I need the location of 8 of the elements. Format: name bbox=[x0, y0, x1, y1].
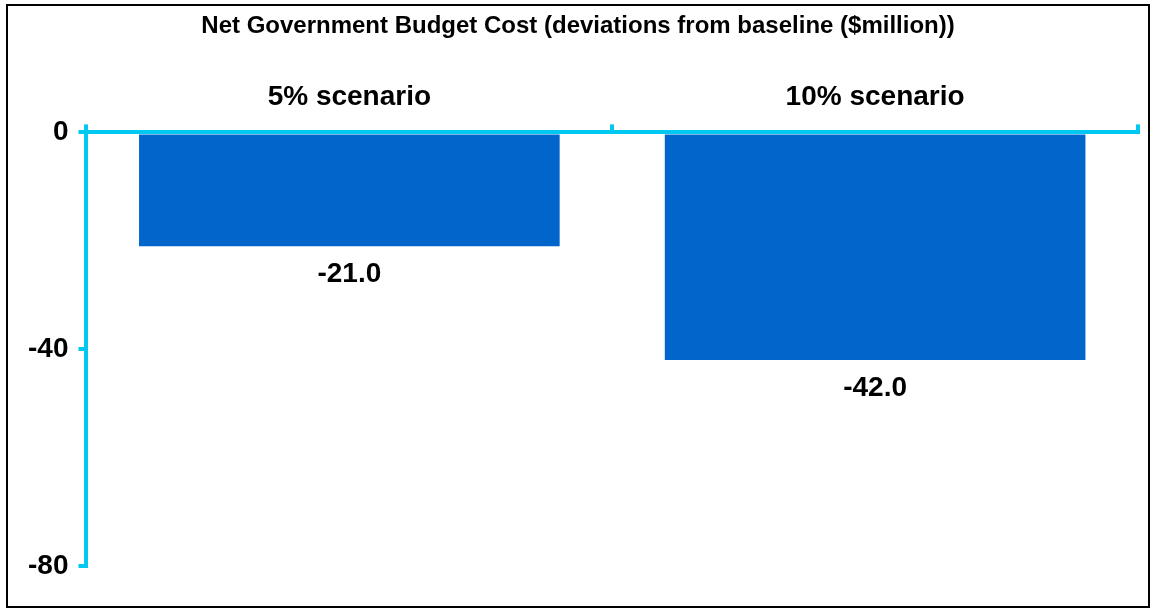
x-tick-label: 10% scenario bbox=[785, 80, 965, 112]
y-tick-label: -80 bbox=[28, 548, 69, 580]
data-label: -42.0 bbox=[843, 370, 908, 402]
data-label: -21.0 bbox=[317, 256, 382, 288]
y-tick-label: -40 bbox=[28, 331, 69, 363]
chart-title: Net Government Budget Cost (deviations from baseline ($million)) bbox=[201, 11, 955, 39]
y-tick-label: 0 bbox=[52, 115, 69, 147]
x-tick-label: 5% scenario bbox=[267, 80, 432, 112]
